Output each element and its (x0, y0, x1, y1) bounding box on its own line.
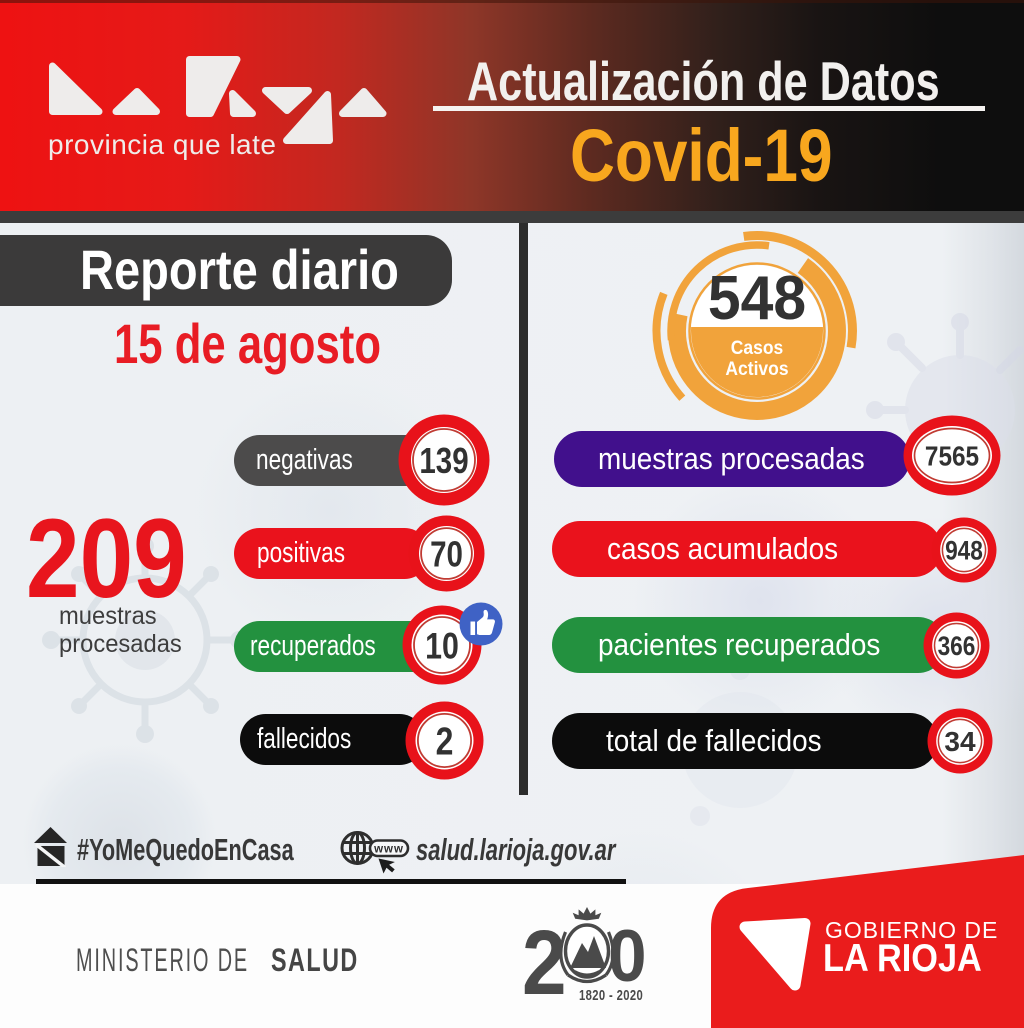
svg-text:34: 34 (944, 726, 976, 757)
svg-text:366: 366 (938, 631, 976, 661)
svg-text:70: 70 (430, 534, 463, 574)
svg-text:139: 139 (419, 440, 468, 480)
svg-text:948: 948 (945, 536, 983, 566)
svg-text:Casos: Casos (731, 336, 783, 358)
svg-text:www: www (373, 843, 404, 855)
svg-text:7565: 7565 (925, 440, 979, 472)
svg-text:548: 548 (708, 263, 806, 333)
svg-text:GOBIERNO DE: GOBIERNO DE (825, 917, 998, 943)
svg-text:10: 10 (425, 626, 459, 668)
svg-text:2: 2 (436, 720, 454, 764)
svg-text:Activos: Activos (725, 357, 788, 379)
svg-text:LA RIOJA: LA RIOJA (823, 936, 982, 980)
